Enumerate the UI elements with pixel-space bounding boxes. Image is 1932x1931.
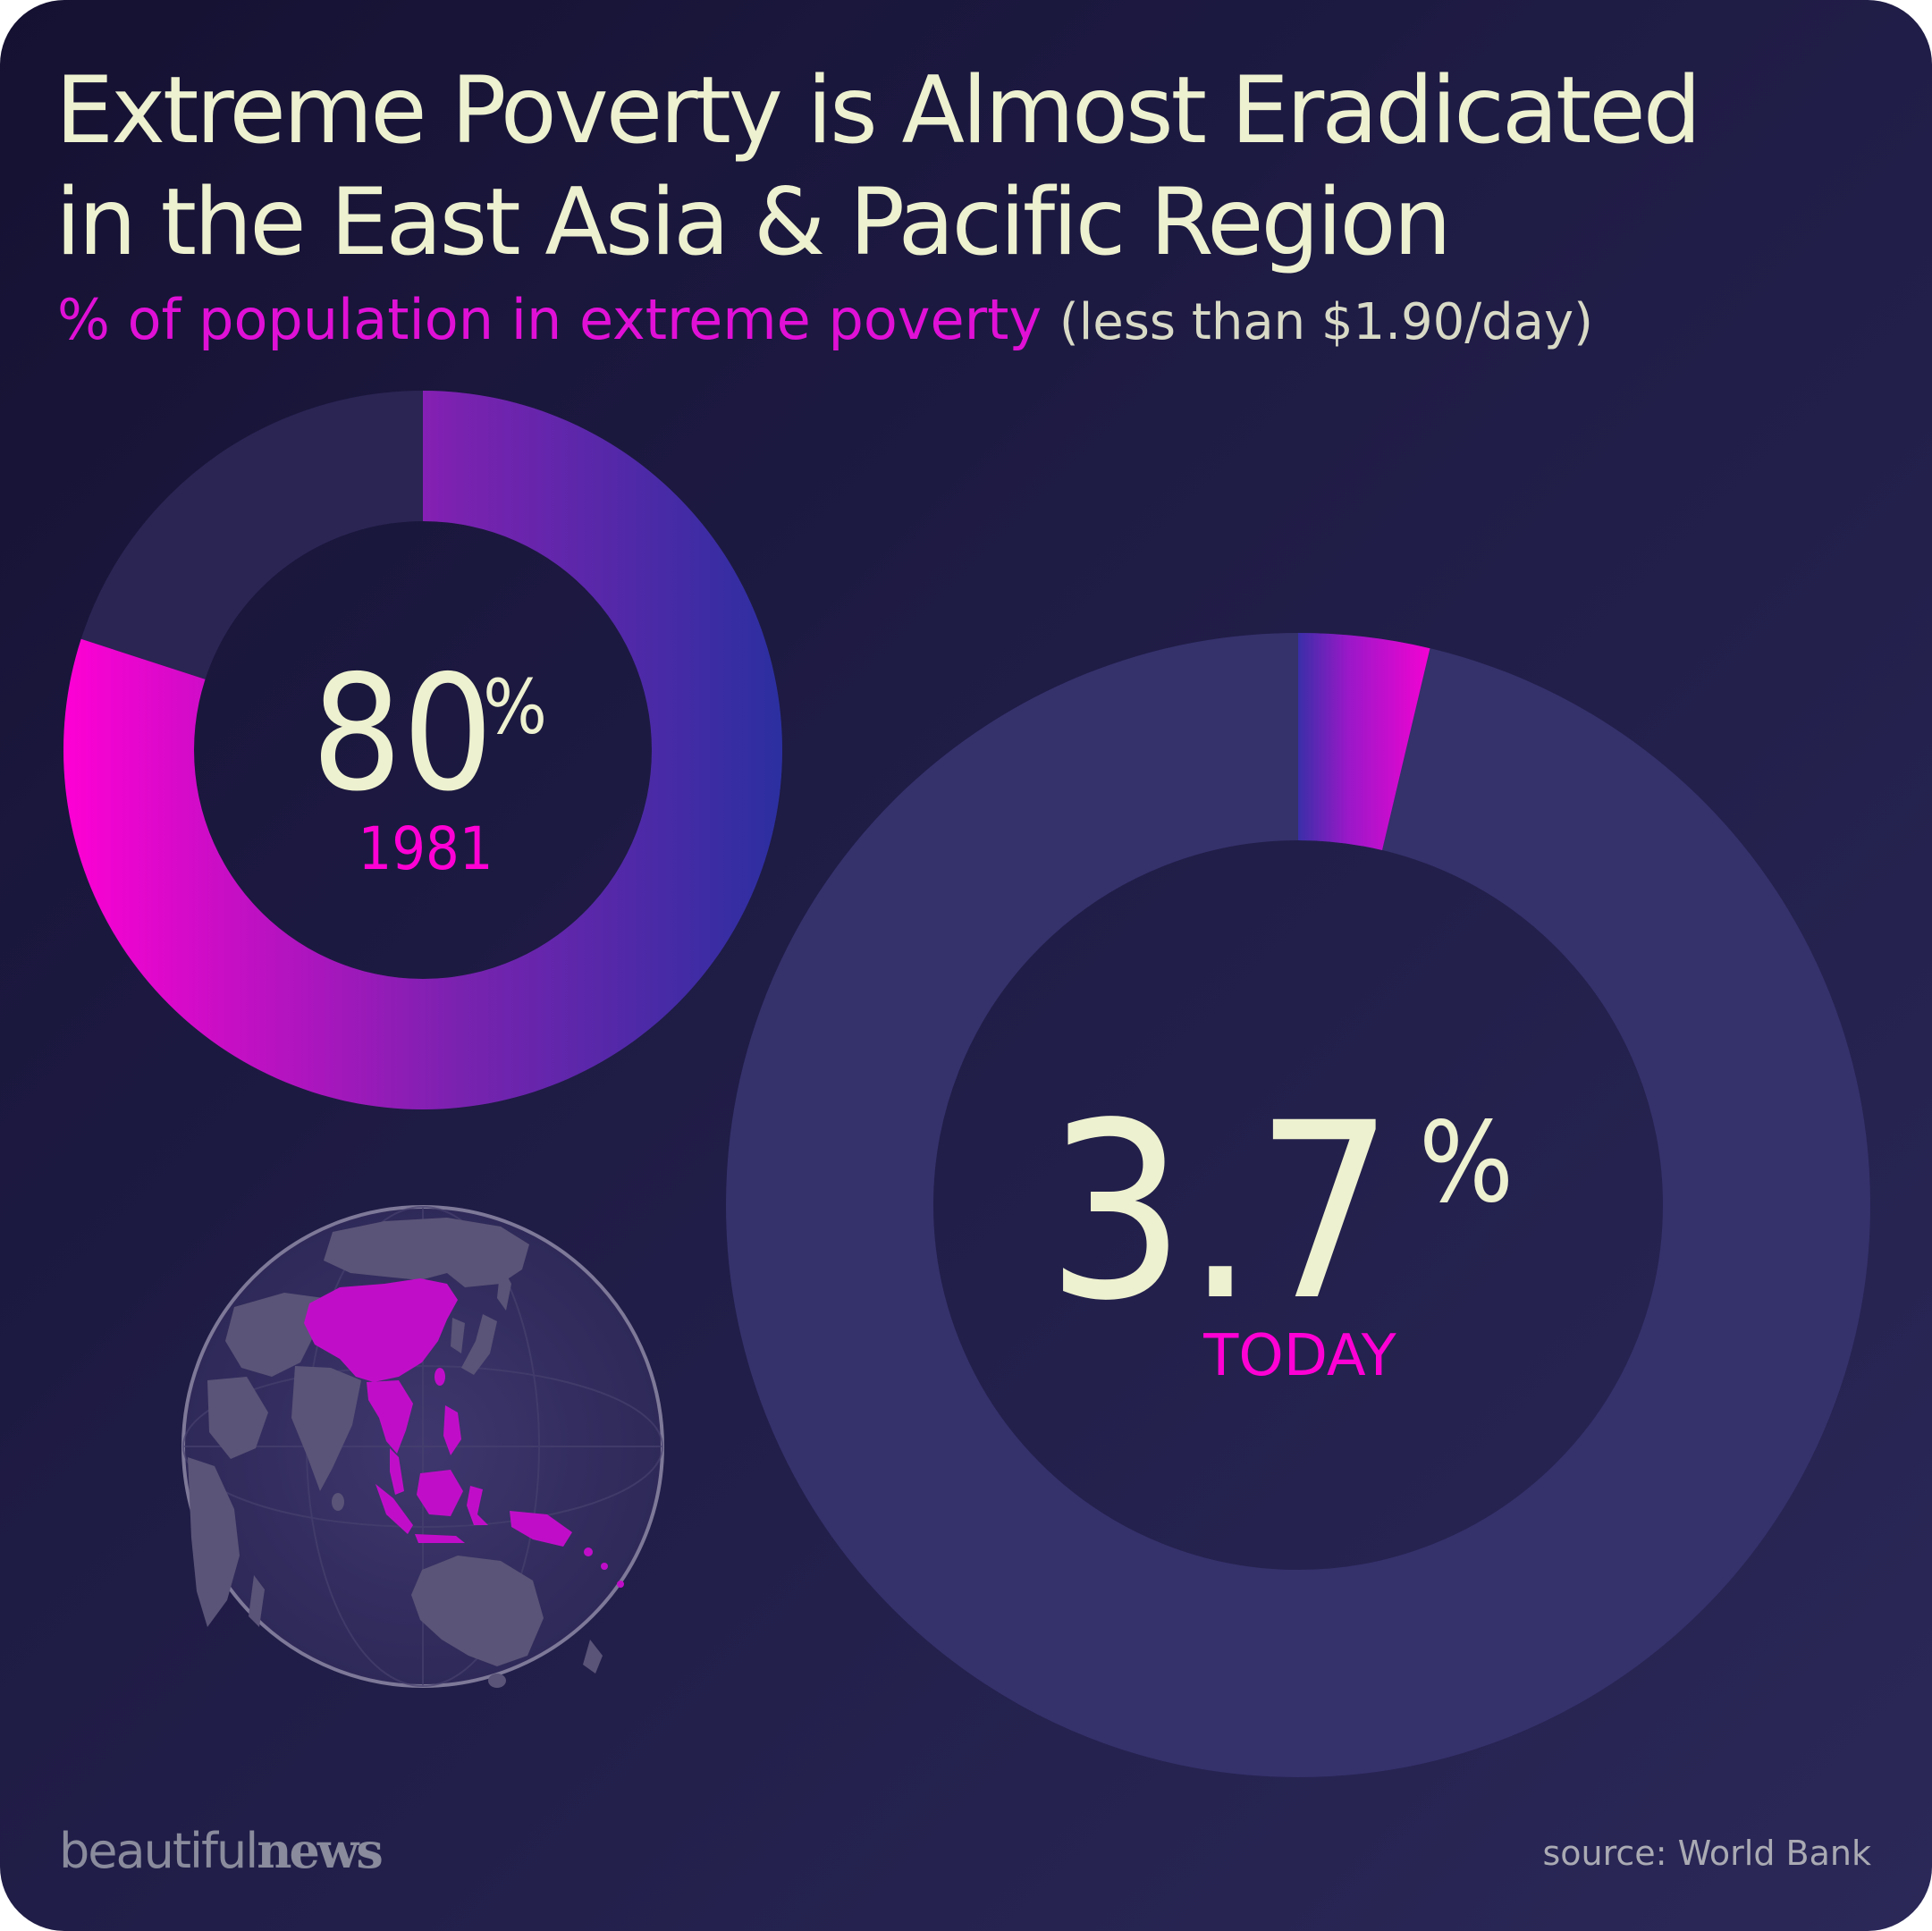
logo-text-light: beautiful — [59, 1823, 258, 1879]
donut-today: 3.7 % TODAY — [726, 633, 1870, 1777]
donut-1981-value: 80 — [311, 641, 494, 826]
donut-today-arc — [1298, 633, 1430, 850]
subtitle-main: % of population in extreme poverty — [57, 287, 1042, 352]
donut-1981: 80 % 1981 — [63, 391, 783, 1109]
donut-1981-arc — [63, 391, 783, 1109]
donut-1981-label: 1981 — [358, 814, 493, 883]
donut-today-value: 3.7 — [1046, 1072, 1394, 1354]
donut-today-unit: % — [1419, 1099, 1514, 1227]
beautiful-news-logo: beautifulnews — [59, 1822, 384, 1879]
page-title: Extreme Poverty is Almost Eradicated in … — [55, 57, 1701, 276]
donut-1981-unit: % — [483, 663, 547, 751]
globe-icon — [181, 1205, 664, 1688]
subtitle-note: (less than $1.90/day) — [1059, 293, 1593, 351]
source-credit: source: World Bank — [1542, 1834, 1872, 1873]
logo-text-bold: news — [257, 1822, 384, 1879]
donut-today-label: TODAY — [1202, 1323, 1396, 1389]
subtitle: % of population in extreme poverty (less… — [57, 282, 1845, 360]
